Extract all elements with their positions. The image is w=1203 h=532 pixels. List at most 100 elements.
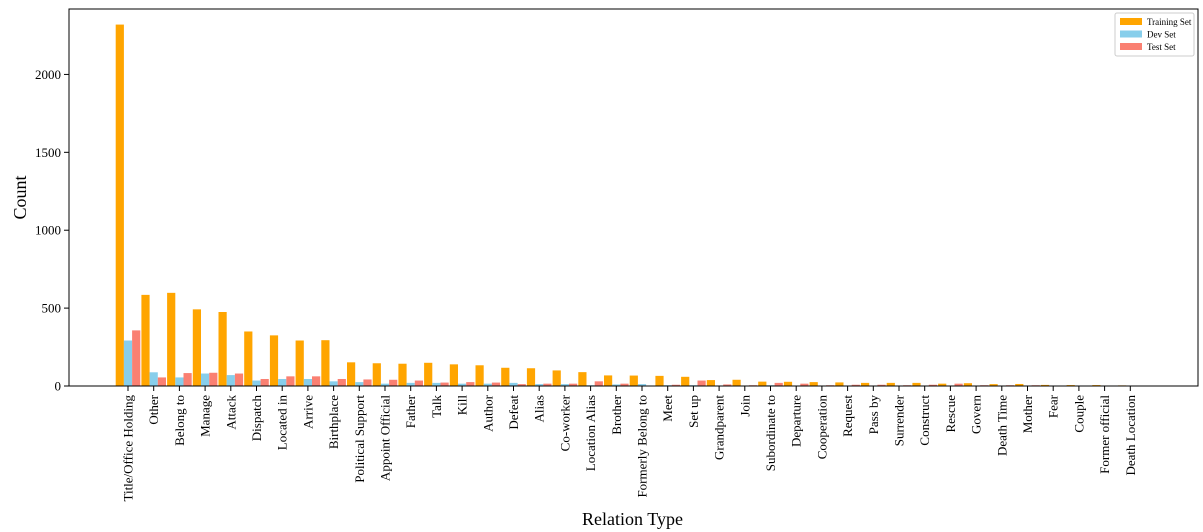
x-tick-label-birthplace: Birthplace (326, 395, 341, 449)
bar-test-set-grandparent (723, 384, 732, 386)
x-tick-label-death-time: Death Time (994, 395, 1009, 456)
bar-test-set-request (851, 384, 860, 386)
bar-dev-set-father (406, 382, 415, 386)
bar-dev-set-talk (432, 382, 441, 386)
bar-dev-set-arrive (303, 378, 312, 386)
x-tick-label-request: Request (840, 395, 855, 437)
bar-dev-set-alias (535, 384, 544, 386)
bar-training-set-govern (963, 383, 972, 386)
bar-training-set-appoint-official (372, 363, 381, 386)
x-tick-label-dispatch: Dispatch (249, 395, 264, 442)
bar-test-set-title-office-holding (132, 330, 141, 386)
bar-test-set-alias (543, 383, 552, 386)
bar-training-set-departure (783, 381, 793, 386)
bar-training-set-mother (1015, 383, 1024, 386)
bar-training-set-location-alias (578, 372, 587, 386)
bar-test-set-manage (209, 372, 218, 386)
y-tick-label: 1000 (35, 223, 61, 238)
bar-training-set-manage (192, 309, 201, 386)
bar-dev-set-birthplace (329, 381, 338, 386)
bar-test-set-father (414, 380, 423, 386)
x-tick-label-fear: Fear (1046, 394, 1061, 418)
bar-training-set-defeat (501, 367, 510, 386)
bar-test-set-defeat (517, 384, 526, 386)
y-tick-label: 2000 (35, 67, 61, 82)
legend-swatch-training-set (1120, 18, 1142, 25)
x-tick-label-mother: Mother (1020, 394, 1035, 433)
x-tick-label-grandparent: Grandparent (712, 395, 727, 460)
bar-training-set-author (475, 365, 484, 386)
bar-training-set-construct (912, 382, 921, 386)
x-tick-label-co-worker: Co-worker (557, 394, 572, 451)
x-tick-label-subordinate-to: Subordinate to (763, 395, 778, 471)
bar-test-set-construct (928, 384, 937, 386)
legend-swatch-dev-set (1120, 30, 1142, 38)
bar-training-set-co-worker (552, 370, 561, 386)
bar-training-set-request (835, 382, 844, 386)
bar-training-set-located-in (269, 335, 279, 386)
bar-training-set-alias (526, 368, 536, 386)
bar-dev-set-belong-to (175, 377, 184, 386)
x-tick-label-located-in: Located in (275, 395, 290, 451)
x-tick-label-departure: Departure (789, 395, 804, 447)
bar-test-set-rescue (954, 383, 963, 386)
x-tick-label-appoint-official: Appoint Official (378, 395, 393, 481)
bar-training-set-talk (424, 362, 433, 386)
bar-dev-set-defeat (509, 382, 518, 386)
bar-training-set-brother (604, 375, 613, 386)
y-axis-label: Count (10, 175, 30, 219)
x-tick-label-defeat: Defeat (506, 395, 521, 430)
x-axis: Title/Office Holding Other Belong to Manage… (121, 386, 1138, 502)
bar-test-set-author (491, 382, 501, 386)
bar-test-set-kill (466, 382, 475, 386)
bar-training-set-arrive (295, 340, 304, 386)
bar-training-set-set-up (681, 376, 690, 386)
bar-test-set-dispatch (260, 378, 269, 386)
bar-training-set-meet (655, 375, 664, 386)
bar-dev-set-dispatch (252, 380, 261, 386)
x-tick-label-location-alias: Location Alias (583, 395, 598, 471)
bar-training-set-surrender (886, 382, 895, 386)
x-tick-label-former-official: Former official (1097, 395, 1112, 474)
x-tick-label-formerly-belong-to: Formerly Belong to (635, 395, 650, 498)
x-tick-label-pass-by: Pass by (866, 395, 881, 435)
legend-swatch-test-set (1120, 43, 1142, 50)
bar-dev-set-manage (201, 373, 210, 386)
legend-label-dev-set: Dev Set (1147, 30, 1176, 40)
bar-dev-set-brother (612, 384, 621, 386)
bar-test-set-departure (800, 383, 809, 386)
x-tick-label-death-location: Death Location (1123, 395, 1138, 476)
bar-training-set-other (141, 294, 150, 386)
bar-training-set-fear (1040, 384, 1050, 386)
bar-training-set-subordinate-to (758, 381, 767, 386)
x-tick-label-kill: Kill (455, 395, 470, 416)
x-tick-label-alias: Alias (532, 395, 547, 422)
y-tick-label: 500 (42, 301, 62, 316)
x-tick-label-surrender: Surrender (892, 394, 907, 446)
bar-dev-set-appoint-official (380, 383, 390, 386)
bar-dev-set-other (149, 372, 158, 386)
x-tick-label-brother: Brother (609, 394, 624, 434)
x-tick-label-construct: Construct (917, 395, 932, 446)
bar-dev-set-attack (226, 375, 235, 386)
bar-training-set-rescue (938, 383, 947, 386)
bar-test-set-political-support (363, 379, 372, 386)
x-tick-label-political-support: Political Support (352, 395, 367, 483)
legend: Training Set Dev Set Test Set (1114, 12, 1195, 57)
bar-test-set-co-worker (569, 383, 578, 386)
x-tick-label-couple: Couple (1071, 395, 1086, 433)
bar-training-set-dispatch (244, 331, 253, 386)
x-tick-label-cooperation: Cooperation (814, 395, 829, 460)
x-tick-label-set-up: Set up (686, 395, 701, 428)
bar-training-set-cooperation (809, 382, 818, 386)
y-tick-label: 0 (55, 379, 62, 394)
bar-dev-set-kill (458, 383, 467, 386)
x-tick-label-father: Father (403, 394, 418, 428)
bar-training-set-pass-by (861, 382, 870, 386)
plot-frame (68, 8, 1199, 387)
bar-test-set-brother (620, 383, 629, 386)
bar-dev-set-located-in (278, 378, 287, 386)
x-tick-label-join: Join (737, 395, 752, 417)
bar-training-set-belong-to (167, 292, 176, 386)
x-tick-label-meet: Meet (660, 395, 675, 422)
